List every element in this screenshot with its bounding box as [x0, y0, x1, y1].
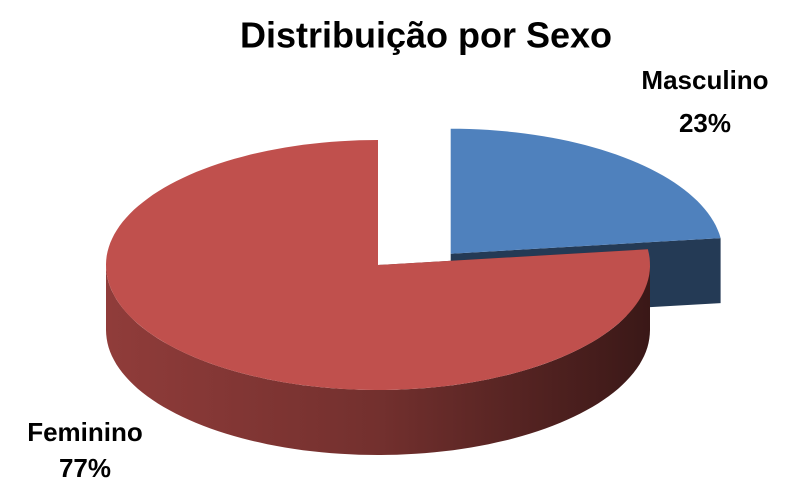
slice-side [106, 265, 650, 455]
chart-title: Distribuição por Sexo [240, 15, 612, 56]
slice-top [450, 128, 721, 254]
value-label: 77% [59, 453, 111, 483]
slice-label: Masculino [641, 65, 768, 95]
slice-label: Feminino [27, 417, 143, 447]
slice-top [106, 140, 650, 390]
slice [106, 140, 650, 455]
value-label: 23% [679, 108, 731, 138]
